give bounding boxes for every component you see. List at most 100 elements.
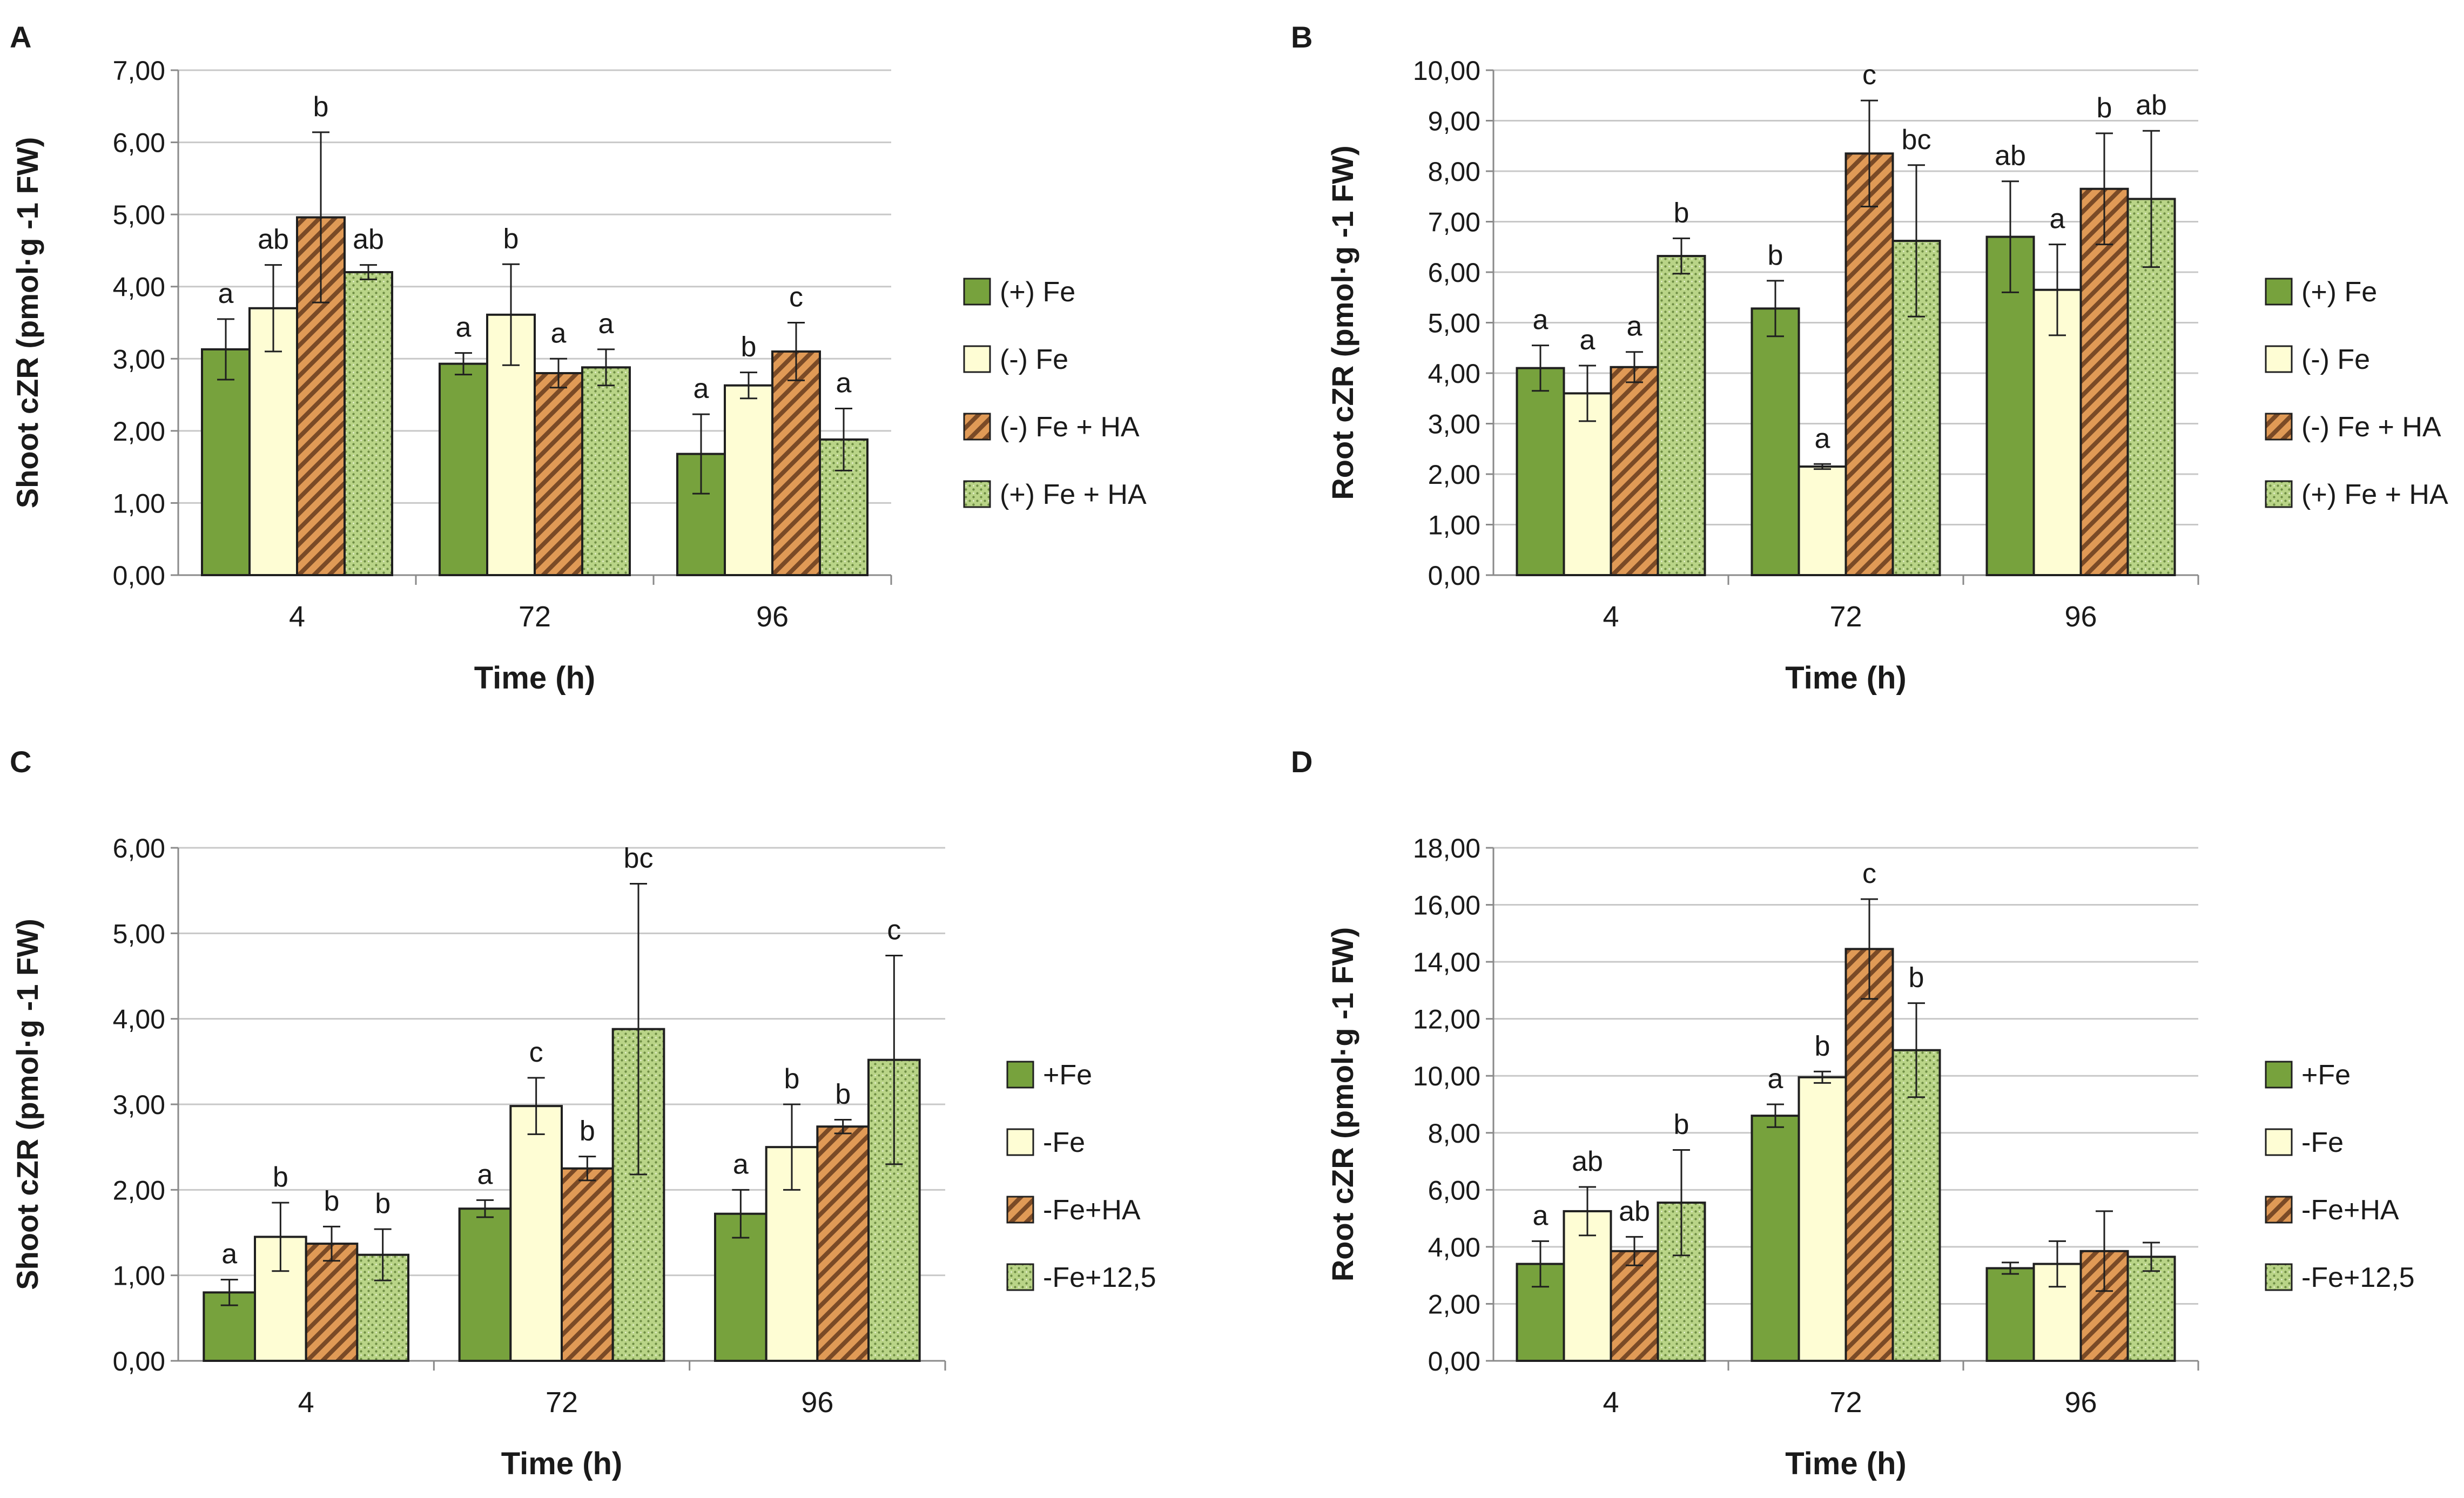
legend-label: +Fe	[2301, 1060, 2351, 1091]
significance-label: b	[784, 1063, 800, 1095]
y-tick-label: 14,00	[1413, 947, 1480, 977]
legend-label: -Fe	[2301, 1127, 2344, 1158]
significance-label: bc	[624, 843, 654, 874]
legend-label: (+) Fe	[2301, 276, 2377, 308]
legend-swatch-striped	[2265, 413, 2293, 441]
significance-label: b	[1674, 1109, 1689, 1140]
significance-label: a	[456, 312, 472, 343]
y-tick-label: 7,00	[1428, 207, 1480, 238]
y-tick-label: 6,00	[1428, 1175, 1480, 1205]
panel-A: A0,001,002,003,004,005,006,007,004aabbab…	[10, 20, 1147, 696]
bar-light-4	[254, 1236, 307, 1362]
significance-label: b	[313, 91, 329, 123]
y-tick-label: 5,00	[113, 200, 165, 230]
panel-letter: C	[10, 745, 31, 779]
y-tick-label: 8,00	[1428, 1118, 1480, 1149]
legend-swatch-light	[963, 345, 991, 373]
significance-label: a	[2050, 204, 2065, 235]
x-tick-label: 4	[289, 600, 305, 633]
y-tick-label: 2,00	[113, 1175, 165, 1205]
significance-label: c	[1862, 59, 1876, 91]
y-tick-label: 18,00	[1413, 833, 1480, 863]
legend-label: (+) Fe + HA	[1000, 479, 1147, 510]
y-tick-label: 4,00	[1428, 359, 1480, 389]
y-tick-label: 8,00	[1428, 157, 1480, 187]
y-tick-label: 2,00	[113, 416, 165, 447]
significance-label: a	[1768, 1063, 1783, 1095]
significance-label: a	[551, 318, 567, 349]
x-tick-label: 72	[1829, 1386, 1862, 1419]
legend-swatch-solid-green	[1006, 1061, 1034, 1089]
significance-label: a	[477, 1159, 493, 1190]
y-tick-label: 1,00	[1428, 510, 1480, 541]
significance-label: c	[1862, 858, 1876, 889]
y-tick-label: 10,00	[1413, 56, 1480, 86]
significance-label: a	[598, 308, 614, 340]
y-tick-label: 9,00	[1428, 106, 1480, 137]
legend-label: -Fe+12,5	[2301, 1262, 2415, 1293]
y-tick-label: 12,00	[1413, 1004, 1480, 1035]
y-tick-label: 0,00	[113, 1346, 165, 1376]
bar-light-72	[509, 1105, 563, 1362]
significance-label: ab	[1619, 1196, 1650, 1227]
legend-swatch-dotted	[2265, 1263, 2293, 1291]
significance-label: a	[694, 373, 709, 404]
y-tick-label: 0,00	[1428, 561, 1480, 591]
legend-label: -Fe+HA	[1043, 1195, 1141, 1226]
x-tick-label: 96	[756, 600, 789, 633]
bar-light-72	[1797, 465, 1847, 576]
legend-label: -Fe	[1043, 1127, 1085, 1158]
legend-swatch-light	[2265, 1128, 2293, 1156]
significance-label: ab	[2136, 90, 2167, 121]
significance-label: b	[375, 1188, 391, 1219]
legend-swatch-striped	[2265, 1196, 2293, 1224]
significance-label: bc	[1902, 124, 1931, 156]
significance-label: c	[789, 282, 803, 313]
legend-label: (-) Fe	[2301, 344, 2370, 375]
bar-striped-96	[2079, 187, 2129, 577]
bar-dotted-72	[581, 366, 631, 576]
y-tick-label: 3,00	[113, 344, 165, 374]
significance-label: a	[733, 1149, 749, 1180]
y-tick-label: 6,00	[113, 128, 165, 158]
y-tick-label: 2,00	[1428, 1289, 1480, 1319]
y-tick-label: 4,00	[113, 1004, 165, 1035]
x-axis-title: Time (h)	[1785, 1446, 1907, 1481]
significance-label: b	[503, 223, 519, 254]
panel-letter: D	[1291, 745, 1312, 779]
significance-label: a	[1580, 325, 1595, 356]
significance-label: b	[1674, 197, 1689, 228]
significance-label: a	[221, 1239, 237, 1270]
y-tick-label: 2,00	[1428, 460, 1480, 490]
significance-label: c	[887, 915, 901, 946]
significance-label: b	[580, 1116, 595, 1147]
bar-striped-72	[561, 1167, 614, 1362]
x-axis-title: Time (h)	[501, 1446, 623, 1481]
significance-label: ab	[353, 224, 384, 255]
bar-solid-green-96	[1985, 1267, 2035, 1362]
y-axis-title: Shoot cZR (pmol·g -1 FW)	[10, 919, 44, 1290]
legend-swatch-dotted	[1006, 1263, 1034, 1291]
significance-label: a	[1533, 1200, 1549, 1231]
panel-B: B 0,00 1,00 2,00 3,00 4,00 5,00 6,00 7,00 8,00 9,0…	[1291, 20, 2448, 696]
x-tick-label: 72	[519, 600, 551, 633]
bar-light-4	[248, 307, 298, 576]
legend-label: (+) Fe	[1000, 276, 1075, 308]
x-tick-label: 96	[801, 1386, 833, 1419]
legend: +Fe -Fe -Fe+HA -Fe+12,5	[1006, 1060, 1156, 1293]
significance-label: b	[835, 1079, 851, 1110]
bar-striped-4	[1610, 1250, 1659, 1362]
legend-label: -Fe+HA	[2301, 1195, 2399, 1226]
significance-label: a	[1815, 423, 1830, 454]
bar-striped-72	[1844, 948, 1894, 1362]
y-tick-label: 7,00	[113, 56, 165, 86]
bar-striped-96	[771, 350, 821, 577]
x-tick-label: 72	[1829, 600, 1862, 633]
significance-label: b	[741, 332, 757, 363]
y-tick-label: 0,00	[1428, 1346, 1480, 1376]
legend-label: (-) Fe + HA	[2301, 411, 2441, 443]
legend-swatch-striped	[963, 413, 991, 441]
x-tick-label: 96	[2064, 600, 2097, 633]
y-axis-title: Shoot cZR (pmol·g -1 FW)	[10, 137, 44, 508]
legend: (+) Fe (-) Fe (-) Fe + HA (+) Fe + HA	[2265, 276, 2448, 510]
